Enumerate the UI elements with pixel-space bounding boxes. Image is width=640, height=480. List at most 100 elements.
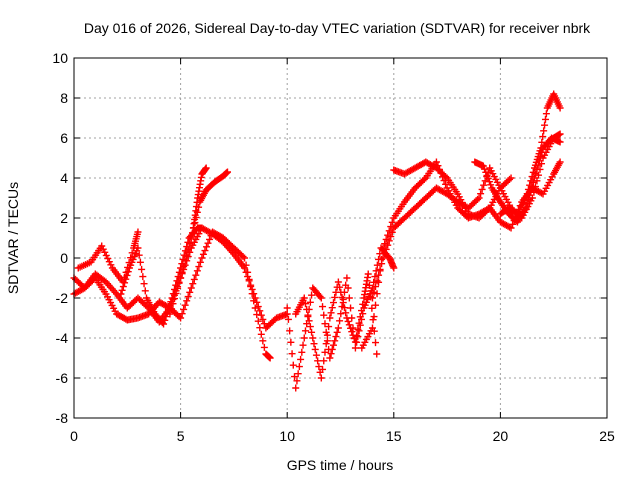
data-point [189,280,197,288]
data-point [123,271,131,279]
data-point [344,284,352,292]
data-point [180,263,188,271]
y-tick-label: -8 [56,410,69,426]
data-point [331,337,339,345]
data-point [339,299,347,307]
data-point [288,350,296,358]
data-point [378,260,386,268]
data-point [239,253,247,261]
series-sat-h [292,270,381,382]
data-point [283,310,291,318]
data-point [442,173,450,181]
data-point [134,228,142,236]
data-point [284,315,292,323]
data-point [385,227,393,235]
data-point [190,275,198,283]
data-point [359,300,367,308]
data-point [248,290,256,298]
data-point [484,175,492,183]
data-point [481,165,489,173]
data-point [328,345,336,353]
data-point [527,177,535,185]
data-point [242,261,250,269]
y-tick-label: -2 [56,290,69,306]
data-point [524,185,532,193]
data-point [256,307,264,315]
data-point [321,348,329,356]
data-point [301,300,309,308]
data-point [317,294,325,302]
data-point [181,257,189,265]
data-point [370,313,378,321]
data-point [384,231,392,239]
data-point [370,288,378,296]
data-point [390,264,398,272]
data-point [283,304,291,312]
x-tick-label: 10 [279,428,295,444]
grid-lines [74,58,607,418]
data-point [119,283,127,291]
data-point [177,274,185,282]
series-sat-c [74,228,142,286]
data-point [475,194,483,202]
data-point [348,328,356,336]
data-point [373,290,381,298]
data-point [372,339,380,347]
data-point [320,311,328,319]
data-point [379,254,387,262]
data-point [287,338,295,346]
data-point [175,279,183,287]
data-point [253,298,261,306]
data-point [184,293,192,301]
data-point [347,304,355,312]
data-point [485,178,493,186]
data-point [333,328,341,336]
data-point [323,331,331,339]
data-point [298,348,306,356]
data-point [526,181,534,189]
data-point [105,258,113,266]
data-point [316,293,324,301]
data-point [355,327,363,335]
data-point [202,164,210,172]
data-point [340,304,348,312]
data-point [369,316,377,324]
data-point [251,304,259,312]
data-point [192,271,200,279]
data-point [342,309,350,317]
data-point [198,254,206,262]
data-point [188,229,196,237]
data-point [309,334,317,342]
data-point [322,340,330,348]
data-point [121,279,129,287]
data-point [345,321,353,329]
series-sat-k [390,158,515,222]
data-point [478,185,486,193]
data-point [172,289,180,297]
data-point [379,244,387,252]
data-point [326,314,334,322]
data-point [329,341,337,349]
plot-frame [73,57,608,419]
data-point [509,220,517,228]
series-sat-f [189,164,210,232]
data-point [166,310,174,318]
data-point [420,175,428,183]
data-point [314,357,322,365]
data-point [385,237,393,245]
data-point [326,354,334,362]
data-point [198,224,206,232]
data-point [293,377,301,385]
data-point [328,304,336,312]
data-point [541,121,549,129]
data-point [343,274,351,282]
data-point [260,343,268,351]
data-point [310,340,318,348]
data-point [135,251,143,259]
data-point [365,281,373,289]
data-point [177,314,185,322]
data-point [128,249,136,257]
y-tick-label: 6 [60,130,68,146]
data-point [169,300,177,308]
